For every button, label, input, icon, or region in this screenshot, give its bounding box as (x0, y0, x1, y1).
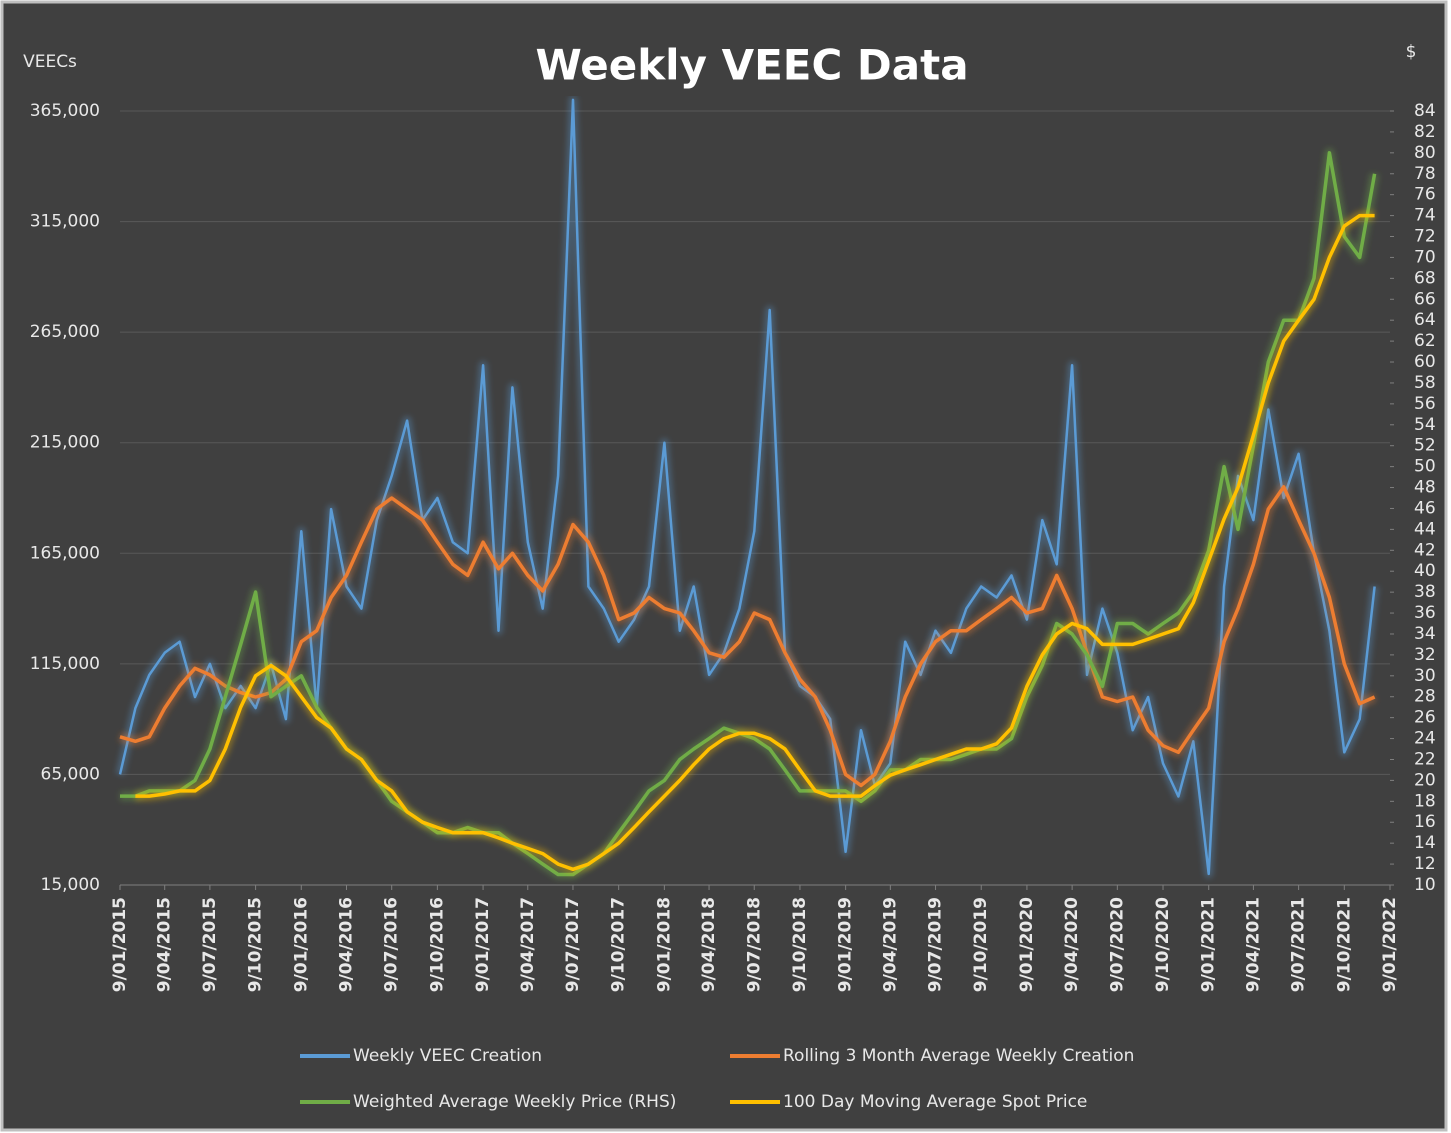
x-tick-label: 9/01/2021 (1199, 897, 1219, 992)
x-tick-label: 9/10/2019 (971, 897, 991, 992)
x-tick-label: 9/07/2019 (926, 897, 946, 992)
y2-tick-label: 56 (1414, 394, 1436, 414)
legend-label: Weighted Average Weekly Price (RHS) (353, 1092, 676, 1112)
x-tick-label: 9/04/2021 (1243, 897, 1263, 992)
y2-tick-label: 32 (1414, 645, 1436, 665)
legend-label: Rolling 3 Month Average Weekly Creation (783, 1046, 1134, 1066)
y2-tick-label: 80 (1414, 143, 1436, 163)
x-tick-label: 9/01/2016 (291, 897, 311, 992)
series-line (135, 213, 1375, 872)
y2-tick-label: 10 (1414, 875, 1436, 895)
y2-tick-label: 40 (1414, 561, 1436, 581)
x-tick-label: 9/04/2019 (880, 897, 900, 992)
x-tick-label: 9/04/2020 (1062, 897, 1082, 992)
x-tick-label: 9/07/2020 (1107, 897, 1127, 992)
x-tick-label: 9/01/2017 (473, 897, 493, 992)
plot-area (115, 96, 1380, 880)
series-line (118, 98, 1376, 876)
y2-tick-label: 18 (1414, 791, 1436, 811)
legend: Weekly VEEC Creation Rolling 3 Month Aver… (300, 1046, 1134, 1112)
y2-tick-label: 50 (1414, 457, 1436, 477)
y-tick-label: 215,000 (30, 433, 100, 453)
y2-tick-label: 14 (1414, 833, 1436, 853)
y-axis-label: VEECs (23, 52, 77, 72)
y2-tick-label: 58 (1414, 373, 1436, 393)
y2-tick-label: 72 (1414, 227, 1436, 247)
x-tick-label: 9/07/2016 (382, 897, 402, 992)
y-tick-label: 265,000 (30, 322, 100, 342)
x-tick-label: 9/07/2015 (200, 897, 220, 992)
y2-tick-label: 46 (1414, 498, 1436, 518)
y2-tick-label: 52 (1414, 436, 1436, 456)
y2-tick-label: 76 (1414, 185, 1436, 205)
y2-tick-label: 60 (1414, 352, 1436, 372)
chart-title: Weekly VEEC Data (535, 41, 968, 90)
y2-tick-label: 82 (1414, 122, 1436, 142)
y2-tick-label: 70 (1414, 247, 1436, 267)
y2-tick-label: 26 (1414, 708, 1436, 728)
y2-tick-label: 20 (1414, 770, 1436, 790)
y2-tick-label: 42 (1414, 540, 1436, 560)
y2-tick-label: 66 (1414, 289, 1436, 309)
x-tick-label: 9/10/2018 (790, 897, 810, 992)
x-tick-label: 9/10/2020 (1153, 897, 1173, 992)
y-tick-label: 165,000 (30, 543, 100, 563)
x-tick-label: 9/01/2015 (110, 897, 130, 992)
x-tick-label: 9/10/2016 (427, 897, 447, 992)
x-tick-label: 9/10/2021 (1334, 897, 1354, 992)
legend-label: 100 Day Moving Average Spot Price (783, 1092, 1087, 1112)
x-tick-label: 9/04/2016 (336, 897, 356, 992)
y-tick-label: 365,000 (30, 101, 100, 121)
y2-tick-label: 62 (1414, 331, 1436, 351)
series-line (119, 485, 1376, 788)
x-tick-label: 9/01/2019 (836, 897, 856, 992)
x-tick-label: 9/04/2017 (518, 897, 538, 992)
axes: 15,000 65,000 115,000 165,000 215,000 265,000… (30, 101, 1436, 992)
y2-tick-label: 54 (1414, 415, 1436, 435)
y2-tick-label: 64 (1414, 310, 1436, 330)
x-tick-label: 9/07/2018 (744, 897, 764, 992)
x-tick-label: 9/07/2021 (1289, 897, 1309, 992)
y2-tick-label: 22 (1414, 749, 1436, 769)
x-tick-label: 9/01/2018 (654, 897, 674, 992)
x-tick-label: 9/10/2015 (246, 897, 266, 992)
y2-tick-label: 84 (1414, 101, 1436, 121)
y-tick-label: 315,000 (30, 212, 100, 232)
y2-tick-label: 38 (1414, 582, 1436, 602)
y2-tick-label: 16 (1414, 812, 1436, 832)
y-tick-label: 115,000 (30, 654, 100, 674)
y2-tick-label: 12 (1414, 854, 1436, 874)
y2-axis-label: $ (1406, 42, 1417, 62)
y-tick-label: 65,000 (41, 764, 100, 784)
y2-tick-label: 30 (1414, 666, 1436, 686)
y2-tick-label: 78 (1414, 164, 1436, 184)
x-tick-label: 9/01/2022 (1380, 897, 1400, 992)
y-tick-label: 15,000 (41, 875, 100, 895)
x-tick-label: 9/07/2017 (563, 897, 583, 992)
x-tick-label: 9/04/2015 (155, 897, 175, 992)
x-tick-label: 9/04/2018 (699, 897, 719, 992)
y2-tick-label: 74 (1414, 206, 1436, 226)
y2-tick-label: 68 (1414, 268, 1436, 288)
y2-tick-label: 48 (1414, 478, 1436, 498)
legend-label: Weekly VEEC Creation (353, 1046, 542, 1066)
y2-tick-label: 28 (1414, 687, 1436, 707)
y2-tick-label: 36 (1414, 603, 1436, 623)
y2-tick-label: 44 (1414, 519, 1436, 539)
y2-tick-label: 34 (1414, 624, 1436, 644)
x-tick-label: 9/01/2020 (1017, 897, 1037, 992)
x-tick-label: 9/10/2017 (609, 897, 629, 992)
y2-tick-label: 24 (1414, 729, 1436, 749)
